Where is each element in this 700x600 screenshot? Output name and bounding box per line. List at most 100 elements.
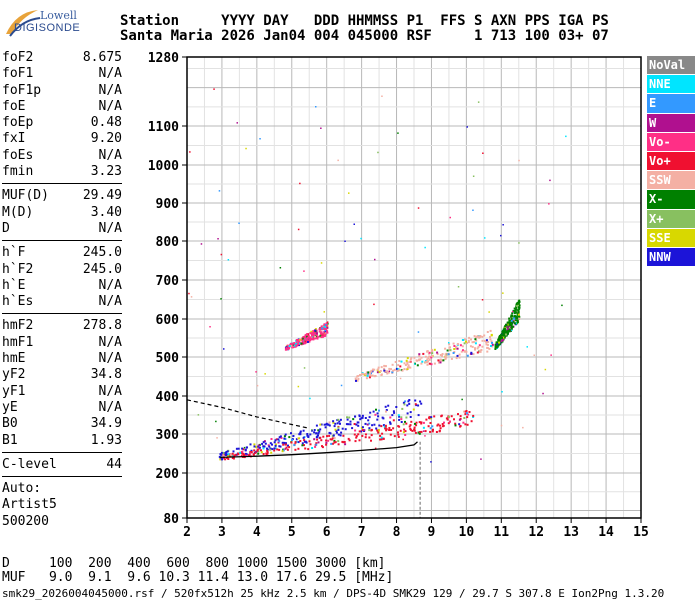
echo-point xyxy=(382,424,385,427)
echo-point xyxy=(398,360,401,362)
param-value: N/A xyxy=(98,383,122,399)
noise-point xyxy=(561,304,563,307)
echo-point xyxy=(405,416,408,419)
echo-point xyxy=(401,407,404,410)
echo-point xyxy=(269,448,272,451)
echo-point xyxy=(227,453,230,456)
noise-point xyxy=(217,238,219,240)
param-group-confidence: C-level 44 xyxy=(2,457,122,473)
param-value: N/A xyxy=(98,220,122,236)
echo-point xyxy=(404,400,407,403)
y-tick-label: 700 xyxy=(156,274,180,289)
echo-point xyxy=(358,439,361,442)
echo-point xyxy=(355,423,358,426)
echo-point xyxy=(518,300,521,303)
echo-point xyxy=(274,447,277,450)
echo-point xyxy=(518,317,521,320)
noise-point xyxy=(213,88,215,90)
echo-point xyxy=(500,340,503,342)
echo-point xyxy=(382,437,385,440)
echo-point xyxy=(233,454,236,457)
noise-point xyxy=(315,106,317,108)
echo-point xyxy=(398,415,401,418)
echo-point xyxy=(402,431,405,434)
echo-point xyxy=(380,366,383,369)
noise-point xyxy=(414,363,416,365)
echo-point xyxy=(450,357,453,360)
echo-point xyxy=(409,416,412,418)
echo-point xyxy=(505,333,507,336)
param-value: 3.40 xyxy=(90,204,122,220)
echo-point xyxy=(220,458,223,461)
y-tick-label: 600 xyxy=(156,313,180,328)
echo-point xyxy=(444,356,447,359)
echo-point xyxy=(472,416,475,418)
header-line-1: Station YYYY DAY DDD HHMMSS P1 FFS S AXN… xyxy=(120,13,609,29)
param-group-true-heights: hmF2 278.8 hmF1 N/A hmE N/A yF2 34.8 yF1 N/A yE N/A… xyxy=(2,318,122,448)
echo-point xyxy=(450,415,453,418)
echo-point xyxy=(432,428,434,431)
echo-point xyxy=(389,421,391,424)
echo-point xyxy=(456,347,459,350)
echo-point xyxy=(271,443,273,446)
echo-point xyxy=(376,368,379,371)
param-value: N/A xyxy=(98,334,122,350)
echo-point xyxy=(413,428,416,431)
echo-point xyxy=(313,438,316,441)
echo-point xyxy=(368,429,371,432)
echo-point xyxy=(463,417,466,419)
echo-point xyxy=(384,424,387,427)
noise-point xyxy=(216,437,218,439)
echo-point xyxy=(516,305,519,307)
noise-point xyxy=(399,377,402,380)
param-divider xyxy=(2,183,122,185)
param-label: h`E xyxy=(2,277,26,293)
echo-point xyxy=(367,419,370,422)
echo-point xyxy=(414,422,416,425)
echo-point xyxy=(324,333,327,336)
echo-point xyxy=(483,339,486,342)
echo-point xyxy=(417,404,420,407)
noise-point xyxy=(348,192,350,194)
model-trace-curve xyxy=(220,441,418,459)
echo-point xyxy=(413,356,416,359)
echo-point xyxy=(339,418,342,421)
echo-point xyxy=(287,444,289,447)
station-header: Station YYYY DAY DDD HHMMSS P1 FFS S AXN… xyxy=(120,14,609,44)
echo-point xyxy=(421,360,424,363)
echo-point xyxy=(465,340,467,343)
echo-point xyxy=(237,452,240,455)
echo-point xyxy=(347,423,350,426)
echo-point xyxy=(470,352,473,355)
echo-point xyxy=(263,440,266,443)
param-label: yE xyxy=(2,399,18,415)
echo-point xyxy=(358,414,361,417)
echo-point xyxy=(310,330,313,333)
echo-point xyxy=(376,418,379,421)
echo-point xyxy=(452,352,455,354)
echo-point xyxy=(512,309,515,312)
echo-point xyxy=(371,374,374,377)
noise-point xyxy=(353,223,355,225)
echo-point xyxy=(406,404,409,407)
echo-point xyxy=(447,422,450,425)
echo-point xyxy=(319,423,322,426)
noise-point xyxy=(424,246,426,249)
echo-point xyxy=(495,344,498,347)
echo-point xyxy=(287,347,290,350)
echo-point xyxy=(257,452,260,455)
echo-point xyxy=(431,352,434,355)
param-divider xyxy=(2,451,122,453)
echo-point xyxy=(390,429,393,431)
echo-point xyxy=(273,447,276,450)
logo-text-digisonde: DIGISONDE xyxy=(14,22,81,34)
param-row: h`Es N/A xyxy=(2,294,122,310)
noise-point xyxy=(189,151,191,153)
echo-point xyxy=(429,422,432,424)
echo-point xyxy=(403,403,406,406)
echo-point xyxy=(284,443,287,446)
echo-point xyxy=(250,449,253,452)
echo-point xyxy=(225,451,228,453)
echo-point xyxy=(464,413,467,416)
echo-point xyxy=(395,367,398,370)
